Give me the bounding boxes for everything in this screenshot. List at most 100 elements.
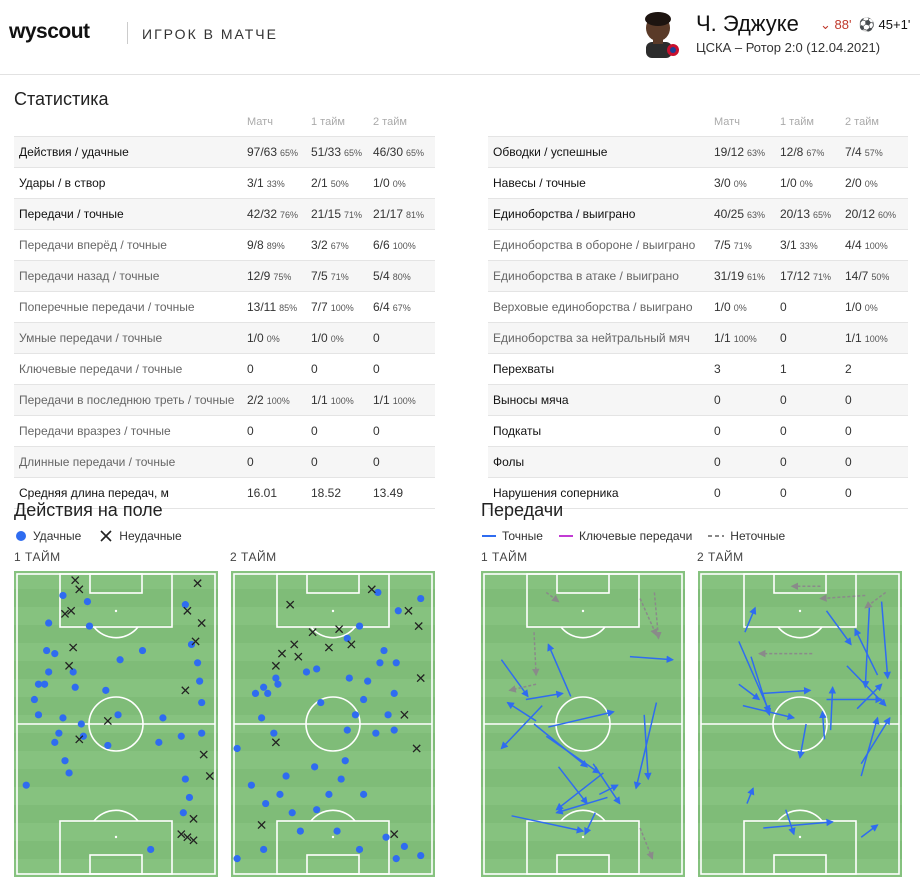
failed-action-cross[interactable] (400, 710, 409, 719)
accurate-pass-arrow[interactable] (750, 656, 772, 717)
successful-action-dot[interactable] (85, 622, 94, 630)
successful-action-dot[interactable] (296, 827, 304, 835)
successful-action-dot[interactable] (288, 809, 296, 817)
successful-action-dot[interactable] (155, 738, 163, 746)
successful-action-dot[interactable] (51, 650, 59, 658)
failed-action-cross[interactable] (75, 585, 84, 594)
successful-action-dot[interactable] (360, 790, 368, 798)
accurate-pass-arrow[interactable] (860, 824, 879, 838)
successful-action-dot[interactable] (317, 698, 325, 707)
failed-action-cross[interactable] (103, 716, 112, 725)
successful-action-dot[interactable] (333, 827, 341, 835)
successful-action-dot[interactable] (45, 619, 53, 627)
failed-action-cross[interactable] (271, 661, 280, 670)
successful-action-dot[interactable] (313, 806, 321, 814)
inaccurate-pass-arrow[interactable] (653, 592, 662, 640)
accurate-pass-arrow[interactable] (860, 716, 880, 777)
successful-action-dot[interactable] (364, 677, 372, 685)
failed-action-cross[interactable] (189, 814, 198, 823)
failed-action-cross[interactable] (277, 649, 287, 658)
successful-action-dot[interactable] (247, 781, 255, 789)
successful-action-dot[interactable] (345, 674, 353, 682)
successful-action-dot[interactable] (83, 598, 92, 606)
successful-action-dot[interactable] (69, 668, 77, 676)
failed-action-cross[interactable] (189, 836, 198, 845)
wyscout-logo[interactable]: wyscout (9, 20, 90, 43)
accurate-pass-arrow[interactable] (592, 763, 621, 805)
successful-action-dot[interactable] (198, 698, 206, 707)
failed-action-cross[interactable] (181, 686, 190, 695)
accurate-pass-arrow[interactable] (828, 686, 837, 731)
inaccurate-pass-arrow[interactable] (545, 591, 560, 603)
successful-action-dot[interactable] (313, 665, 321, 673)
failed-action-cross[interactable] (60, 609, 70, 618)
successful-action-dot[interactable] (262, 799, 270, 808)
successful-action-dot[interactable] (384, 711, 392, 719)
successful-action-dot[interactable] (22, 781, 30, 789)
successful-action-dot[interactable] (30, 695, 38, 704)
successful-action-dot[interactable] (311, 763, 319, 771)
successful-action-dot[interactable] (34, 680, 43, 688)
successful-action-dot[interactable] (264, 689, 272, 697)
successful-action-dot[interactable] (65, 769, 73, 777)
failed-action-cross[interactable] (177, 830, 186, 839)
failed-action-cross[interactable] (197, 618, 206, 628)
accurate-pass-arrow[interactable] (785, 809, 796, 836)
successful-action-dot[interactable] (394, 607, 402, 615)
successful-action-dot[interactable] (392, 659, 400, 667)
accurate-pass-arrow[interactable] (500, 659, 529, 698)
failed-action-cross[interactable] (367, 585, 376, 594)
successful-action-dot[interactable] (181, 775, 189, 783)
accurate-pass-arrow[interactable] (819, 710, 827, 740)
accurate-pass-arrow[interactable] (555, 772, 604, 811)
failed-action-cross[interactable] (75, 735, 84, 744)
failed-action-cross[interactable] (412, 744, 421, 753)
successful-action-dot[interactable] (138, 646, 147, 655)
failed-action-cross[interactable] (183, 606, 192, 615)
accurate-pass-arrow[interactable] (547, 643, 572, 697)
accurate-pass-arrow[interactable] (742, 704, 796, 721)
accurate-pass-arrow[interactable] (633, 702, 658, 790)
failed-action-cross[interactable] (69, 643, 78, 652)
failed-action-cross[interactable] (324, 643, 333, 652)
failed-action-cross[interactable] (199, 750, 208, 759)
failed-action-cross[interactable] (404, 606, 413, 615)
successful-action-dot[interactable] (233, 855, 241, 863)
successful-action-dot[interactable] (380, 646, 388, 655)
accurate-pass-arrow[interactable] (511, 815, 585, 834)
accurate-pass-arrow[interactable] (825, 610, 852, 646)
successful-action-dot[interactable] (343, 634, 351, 642)
accurate-pass-arrow[interactable] (860, 716, 891, 765)
successful-action-dot[interactable] (181, 601, 189, 609)
successful-action-dot[interactable] (102, 686, 110, 694)
successful-action-dot[interactable] (355, 622, 364, 630)
successful-action-dot[interactable] (185, 793, 194, 802)
successful-action-dot[interactable] (390, 689, 398, 697)
successful-action-dot[interactable] (194, 659, 202, 667)
accurate-pass-arrow[interactable] (545, 735, 601, 774)
failed-action-cross[interactable] (286, 600, 295, 609)
successful-action-dot[interactable] (43, 646, 51, 655)
inaccurate-pass-arrow[interactable] (532, 632, 540, 677)
failed-action-cross[interactable] (416, 674, 425, 683)
successful-action-dot[interactable] (282, 772, 290, 780)
accurate-pass-arrow[interactable] (880, 601, 891, 680)
passes-pitch-half1[interactable] (481, 571, 685, 877)
failed-action-cross[interactable] (257, 820, 266, 830)
successful-action-dot[interactable] (116, 656, 124, 664)
successful-action-dot[interactable] (147, 845, 155, 854)
successful-action-dot[interactable] (325, 790, 333, 798)
successful-action-dot[interactable] (61, 757, 69, 765)
successful-action-dot[interactable] (376, 659, 384, 667)
successful-action-dot[interactable] (260, 683, 268, 691)
accurate-pass-arrow[interactable] (548, 709, 615, 728)
failed-action-cross[interactable] (183, 833, 192, 842)
accurate-pass-arrow[interactable] (856, 683, 883, 710)
failed-action-cross[interactable] (390, 830, 399, 839)
successful-action-dot[interactable] (187, 640, 196, 649)
successful-action-dot[interactable] (196, 677, 204, 685)
successful-action-dot[interactable] (34, 711, 43, 719)
actions-pitch-half2[interactable] (231, 571, 435, 877)
successful-action-dot[interactable] (392, 855, 400, 863)
inaccurate-pass-arrow[interactable] (639, 598, 658, 637)
